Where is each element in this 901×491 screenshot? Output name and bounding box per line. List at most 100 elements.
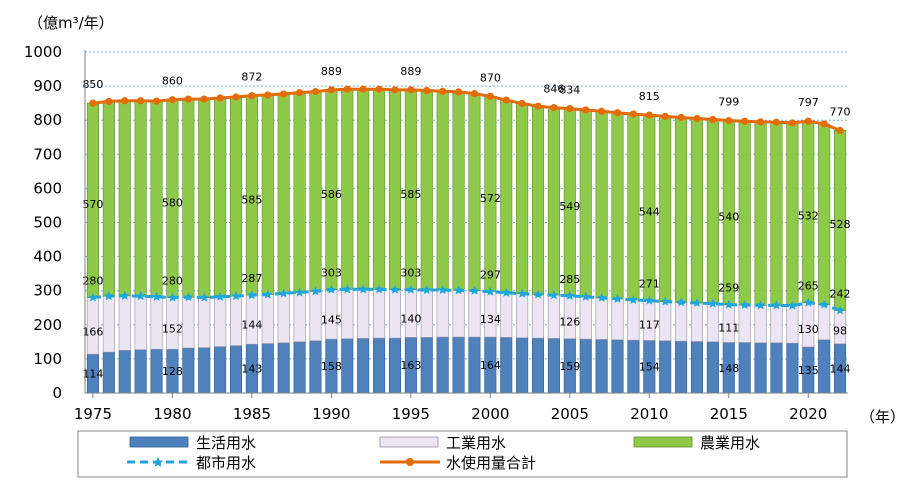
bar-kogyo [754,305,767,344]
bar-seikatsu [500,337,513,394]
marker-total [788,119,796,127]
marker-total [311,87,320,96]
bar-kogyo [182,296,195,349]
label-toshi: 287 [241,272,262,285]
bar-nogyo [150,100,163,298]
marker-total [534,102,542,110]
marker-toshi [517,288,527,298]
marker-toshi [676,297,686,307]
label-total: 850 [82,78,103,91]
marker-total [454,88,463,96]
bar-seikatsu [293,341,306,394]
marker-total [280,90,288,98]
label-seikatsu: 148 [718,362,739,375]
bar-seikatsu [452,336,465,394]
bar-seikatsu [357,338,370,394]
label-toshi: 271 [639,278,660,291]
y-tick-label: 500 [33,214,62,232]
label-toshi: 297 [480,269,501,282]
bar-nogyo [786,122,799,307]
label-nogyo: 549 [559,200,580,213]
label-seikatsu: 135 [798,364,819,377]
marker-toshi [453,285,464,295]
bar-kogyo [373,289,386,339]
marker-toshi [469,285,480,295]
marker-total [264,91,272,99]
bar-nogyo [675,117,688,303]
bar-seikatsu [150,349,163,394]
series-lines [88,85,845,315]
bar-seikatsu [229,345,243,394]
marker-total [582,106,590,114]
label-toshi: 265 [798,280,819,293]
bar-nogyo [468,93,481,292]
bar-kogyo [675,301,688,342]
legend-box [77,430,848,478]
bar-kogyo [786,305,799,344]
bar-kogyo [134,295,147,350]
bar-nogyo [770,121,783,306]
legend: 生活用水 工業用水 農業用水 都市用水 水使用量合計 [77,430,848,478]
label-kogyo: 117 [639,319,660,332]
marker-toshi [644,295,655,305]
y-tick-label: 300 [33,282,62,300]
x-axis-unit-label: （年） [860,408,901,426]
marker-total [184,95,192,103]
bar-nogyo [118,100,131,297]
bar-seikatsu [627,339,640,394]
marker-total [121,97,129,105]
label-nogyo: 586 [321,188,342,201]
x-tick-label: 2020 [789,405,827,423]
label-total: 889 [321,65,342,78]
x-tick-label: 1995 [392,405,430,423]
bar-nogyo [357,88,370,290]
bar-nogyo [611,112,624,300]
label-kogyo: 111 [718,321,739,334]
marker-toshi [787,300,798,310]
marker-toshi [135,291,146,301]
bar-nogyo [659,116,672,302]
marker-total [200,95,208,103]
bar-seikatsu [754,342,767,394]
marker-toshi [183,292,194,302]
marker-toshi [199,292,209,302]
bar-nogyo [706,119,719,304]
marker-total [105,97,113,106]
marker-total [518,99,526,108]
bar-nogyo [198,98,211,298]
bar-kogyo [452,290,465,338]
marker-toshi [485,286,496,296]
y-tick-label: 0 [52,384,62,402]
label-total: 889 [400,65,421,78]
bar-kogyo [229,295,243,346]
bar-kogyo [198,297,211,348]
marker-total [709,115,717,124]
label-total: 872 [241,71,262,84]
bar-kogyo [818,304,831,341]
marker-toshi [342,284,352,294]
label-total: 860 [162,75,183,88]
marker-toshi [739,300,750,310]
marker-toshi [406,284,416,294]
marker-total [248,92,256,100]
marker-toshi [231,291,241,301]
marker-total [550,103,558,112]
bar-seikatsu [309,340,322,394]
y-tick-label: 700 [33,145,62,163]
marker-toshi [533,289,543,299]
bar-kogyo [102,295,115,353]
marker-total [137,97,145,105]
marker-toshi [660,296,670,306]
bar-nogyo [293,92,306,293]
label-seikatsu: 154 [639,361,660,374]
bar-kogyo [659,301,672,342]
marker-total [677,113,685,122]
y-tick-label: 600 [33,179,62,197]
marker-toshi [422,285,432,295]
label-nogyo: 528 [830,218,851,231]
marker-total [232,93,240,101]
bar-nogyo [818,123,831,305]
label-kogyo: 98 [833,325,847,338]
marker-toshi [581,291,591,301]
label-toshi: 285 [559,273,580,286]
